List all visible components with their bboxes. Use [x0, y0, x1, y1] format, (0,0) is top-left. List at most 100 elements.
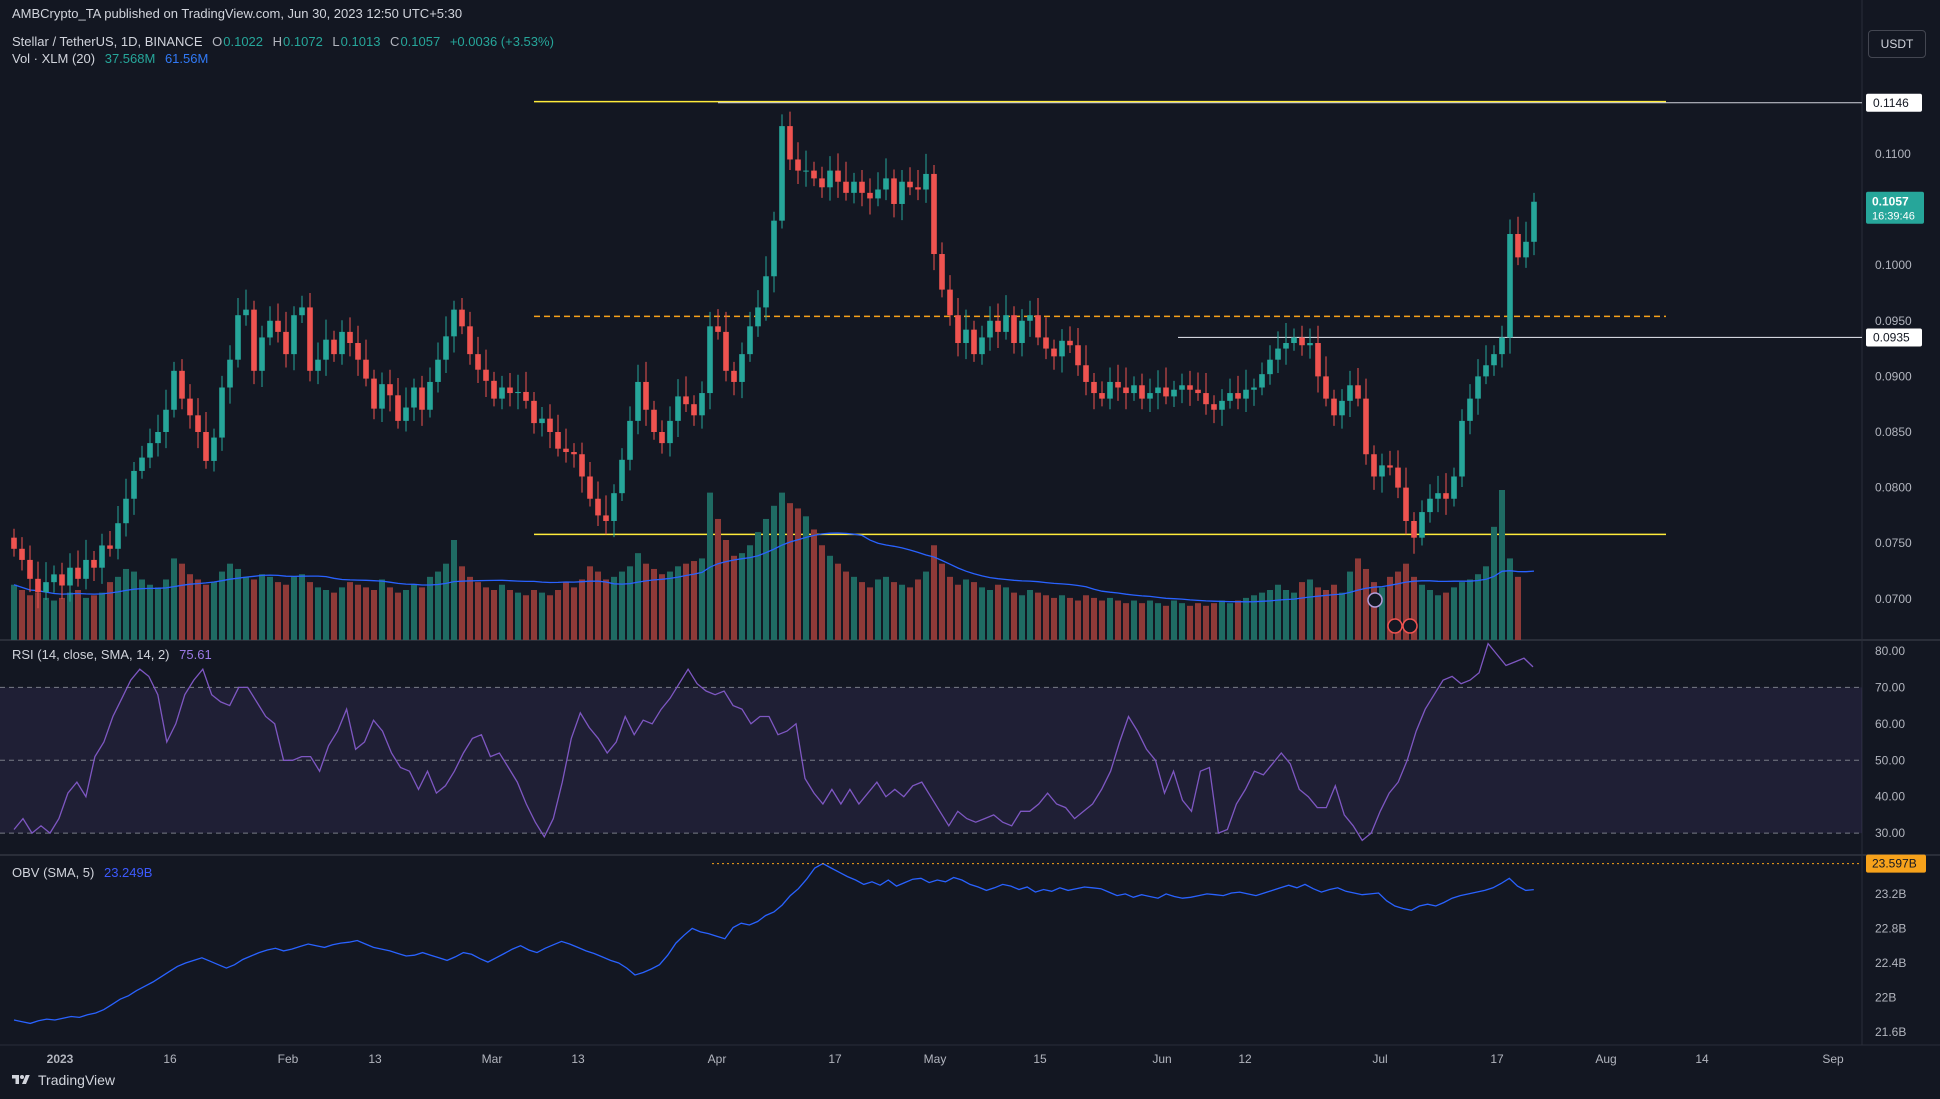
- volume-bar: [507, 590, 513, 640]
- time-tick-label: 2023: [47, 1052, 74, 1066]
- candle-body: [1259, 374, 1265, 388]
- volume-bar: [323, 590, 329, 640]
- close-value: 0.1057: [400, 34, 441, 49]
- high-label: H0.1072: [272, 34, 323, 49]
- candle-body: [1027, 315, 1033, 321]
- volume-bar: [835, 563, 841, 640]
- volume-bar: [1219, 600, 1225, 640]
- candle-body: [1491, 354, 1497, 366]
- volume-bar: [1291, 592, 1297, 640]
- candle-body: [1467, 398, 1473, 421]
- candle-body: [147, 443, 153, 458]
- candle-body: [507, 387, 513, 394]
- volume-bar: [1507, 558, 1513, 640]
- candle-body: [1203, 393, 1209, 405]
- volume-bar: [1051, 597, 1057, 640]
- volume-bar: [1323, 590, 1329, 640]
- volume-bar: [1259, 592, 1265, 640]
- open-label: O0.1022: [212, 34, 264, 49]
- candle-body: [1235, 393, 1241, 399]
- volume-bar: [1355, 558, 1361, 640]
- volume-bar: [1451, 587, 1457, 640]
- candle-body: [603, 515, 609, 521]
- candle-body: [179, 370, 185, 399]
- volume-bar: [275, 582, 281, 640]
- change-value: +0.0036 (+3.53%): [449, 34, 554, 49]
- volume-bar: [371, 590, 377, 640]
- low-label: L0.1013: [332, 34, 381, 49]
- candle-body: [755, 307, 761, 327]
- volume-bar: [147, 584, 153, 640]
- candle-body: [707, 326, 713, 394]
- volume-bar: [1499, 490, 1505, 640]
- volume-bar: [531, 590, 537, 640]
- volume-bar: [1339, 592, 1345, 640]
- volume-legend[interactable]: Vol · XLM (20) 37.568M 61.56M: [12, 51, 214, 66]
- volume-bar: [995, 584, 1001, 640]
- candle-body: [1475, 376, 1481, 399]
- volume-bar: [827, 555, 833, 640]
- candle-body: [723, 331, 729, 371]
- candle-body: [827, 170, 833, 188]
- candle-body: [19, 548, 25, 560]
- volume-bar: [355, 584, 361, 640]
- volume-bar: [227, 563, 233, 640]
- volume-bar: [619, 571, 625, 640]
- volume-bar: [1427, 590, 1433, 640]
- candle-body: [875, 189, 881, 199]
- volume-bar: [1267, 590, 1273, 640]
- candle-body: [323, 339, 329, 360]
- candle-body: [1323, 376, 1329, 399]
- candle-body: [795, 159, 801, 171]
- volume-bar: [1243, 597, 1249, 640]
- volume-bar: [659, 574, 665, 640]
- volume-bar: [947, 576, 953, 640]
- volume-bar: [1211, 603, 1217, 640]
- volume-bar: [1139, 603, 1145, 640]
- candle-body: [1459, 420, 1465, 477]
- volume-bar: [1203, 605, 1209, 640]
- volume-bar: [171, 558, 177, 640]
- candle-body: [291, 315, 297, 355]
- volume-bar: [819, 545, 825, 640]
- currency-button[interactable]: USDT: [1868, 30, 1926, 58]
- candle-body: [1283, 343, 1289, 349]
- volume-bar: [251, 579, 257, 640]
- rsi-legend[interactable]: RSI (14, close, SMA, 14, 2) 75.61: [12, 647, 218, 662]
- candle-body: [363, 359, 369, 379]
- candle-body: [1003, 315, 1009, 332]
- tradingview-footer[interactable]: TradingView: [10, 1072, 115, 1088]
- volume-label: Vol · XLM (20): [12, 51, 96, 66]
- candle-body: [1499, 337, 1505, 355]
- candle-body: [171, 370, 177, 410]
- volume-bar: [963, 579, 969, 640]
- candle-body: [539, 418, 545, 424]
- volume-bar: [971, 582, 977, 640]
- volume-bar: [363, 587, 369, 640]
- volume-bar: [43, 597, 49, 640]
- symbol-name[interactable]: Stellar / TetherUS, 1D, BINANCE: [12, 34, 203, 49]
- candle-body: [1299, 337, 1305, 346]
- volume-bar: [731, 555, 737, 640]
- candle-body: [499, 387, 505, 399]
- volume-bar: [99, 592, 105, 640]
- obv-legend[interactable]: OBV (SMA, 5) 23.249B: [12, 865, 158, 880]
- candle-body: [987, 320, 993, 338]
- volume-bar: [91, 595, 97, 640]
- candle-body: [107, 545, 113, 549]
- candle-body: [811, 170, 817, 179]
- candle-body: [803, 170, 809, 172]
- time-tick-label: 14: [1695, 1052, 1709, 1066]
- volume-bar: [131, 571, 137, 640]
- volume-bar: [723, 540, 729, 640]
- volume-bar: [491, 590, 497, 640]
- candle-body: [1267, 359, 1273, 375]
- ohlc-legend[interactable]: Stellar / TetherUS, 1D, BINANCE O0.1022 …: [12, 34, 560, 49]
- candle-body: [75, 567, 81, 579]
- candle-body: [1083, 365, 1089, 382]
- candle-body: [395, 395, 401, 421]
- candle-body: [1531, 201, 1537, 242]
- candle-body: [1091, 381, 1097, 394]
- obv-tick-label: 23.2B: [1875, 887, 1906, 901]
